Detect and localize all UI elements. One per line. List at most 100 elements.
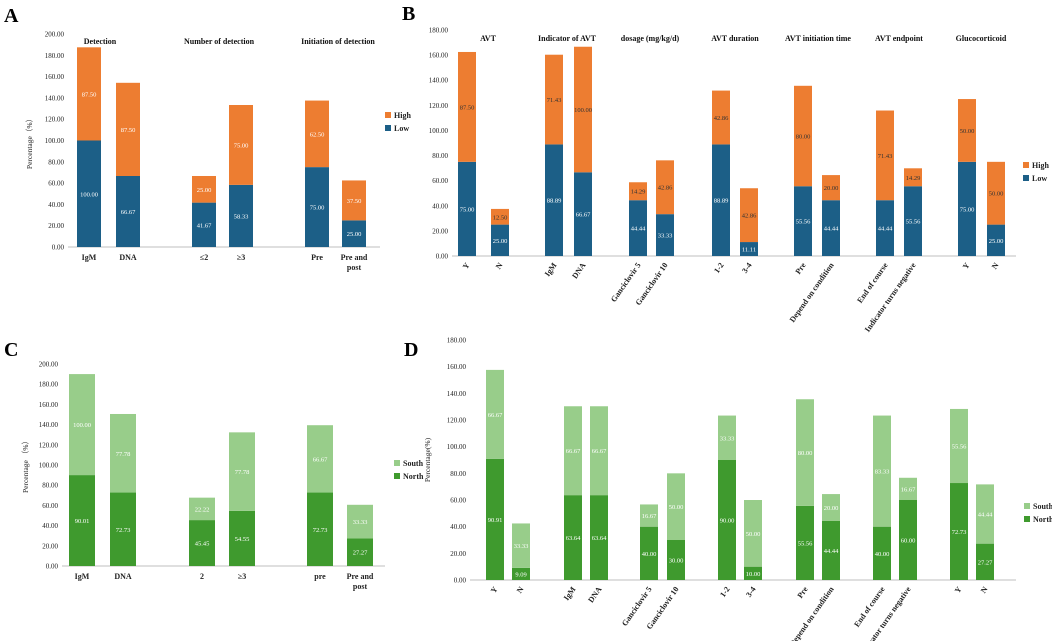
bar-low	[545, 144, 563, 256]
data-label: 75.00	[310, 205, 325, 212]
bar-low	[305, 167, 329, 247]
data-label: 40.00	[875, 551, 890, 558]
bar-low	[574, 172, 592, 256]
bar-north	[512, 567, 530, 580]
y-tick-label: 180.00	[45, 52, 65, 60]
data-label: 42.86	[658, 185, 673, 192]
data-label: 37.50	[347, 198, 362, 205]
legend-swatch-south	[1024, 503, 1030, 509]
legend-label-high: High	[394, 111, 411, 120]
legend-swatch-north	[394, 473, 400, 479]
data-label: 66.67	[576, 212, 591, 219]
data-label: 58.33	[234, 213, 249, 220]
bar-south	[512, 523, 530, 568]
data-label: 45.45	[195, 541, 210, 548]
bar-north	[744, 566, 762, 580]
bar-low	[491, 224, 509, 256]
bar-low	[958, 161, 976, 256]
bar-north	[110, 492, 136, 566]
data-label: 25.00	[197, 187, 212, 194]
bar-south	[189, 497, 215, 521]
x-tick-label: N	[494, 261, 505, 271]
bar-south	[69, 374, 95, 476]
bar-low	[794, 186, 812, 256]
bar-low	[712, 144, 730, 256]
x-tick-label: DNA	[119, 253, 137, 262]
data-label: 77.78	[235, 469, 250, 476]
group-title: Initiation of detection	[301, 37, 375, 46]
x-tick-label: Indicator turns negative	[863, 261, 918, 334]
data-label: 90.01	[75, 518, 90, 525]
y-tick-label: 80.00	[48, 158, 64, 166]
x-tick-label: 2	[200, 572, 204, 581]
x-tick-label: Y	[961, 261, 972, 271]
x-tick-label: ≤2	[200, 253, 208, 262]
x-tick-label: Y	[461, 261, 472, 271]
data-label: 55.56	[796, 219, 811, 226]
x-tick-label: Pre	[795, 585, 809, 600]
data-label: 66.67	[592, 448, 607, 455]
data-label: 72.73	[313, 527, 328, 534]
data-label: 22.22	[195, 506, 210, 513]
y-tick-label: 140.00	[447, 390, 467, 398]
y-tick-label: 120.00	[45, 116, 65, 124]
x-tick-label: Pre and	[341, 253, 368, 262]
legend-swatch-north	[1024, 516, 1030, 522]
y-tick-label: 140.00	[45, 94, 65, 102]
y-tick-label: 140.00	[429, 77, 449, 85]
y-tick-label: 0.00	[436, 253, 449, 261]
bar-south	[976, 484, 994, 544]
bar-low	[342, 220, 366, 247]
data-label: 80.00	[796, 134, 811, 141]
legend-label-north: North	[403, 472, 424, 481]
data-label: 12.50	[493, 214, 508, 221]
y-tick-label: 0.00	[454, 577, 467, 585]
data-label: 90.91	[488, 517, 503, 524]
y-tick-label: 160.00	[447, 363, 467, 371]
bar-low	[77, 140, 101, 247]
legend-label-low: Low	[1032, 174, 1047, 183]
data-label: 40.00	[642, 551, 657, 558]
data-label: 27.27	[978, 559, 993, 566]
bar-high	[229, 105, 253, 185]
group-title: AVT initiation time	[785, 34, 851, 43]
bar-high	[822, 175, 840, 201]
bar-south	[347, 504, 373, 539]
bar-north	[873, 526, 891, 580]
bar-high	[629, 182, 647, 201]
data-label: 62.50	[310, 131, 325, 138]
x-tick-label: Depend on condition	[788, 585, 836, 641]
data-label: 14.29	[906, 175, 921, 182]
bar-south	[110, 413, 136, 493]
panel-letter-a: A	[4, 5, 19, 27]
data-label: 50.00	[989, 191, 1004, 198]
panel-letter-b: B	[402, 3, 415, 25]
y-tick-label: 20.00	[450, 550, 466, 558]
bar-south	[307, 425, 333, 493]
legend-label-low: Low	[394, 124, 409, 133]
y-tick-label: 160.00	[45, 73, 65, 81]
data-label: 27.27	[353, 550, 368, 557]
y-tick-label: 60.00	[432, 177, 448, 185]
bar-south	[564, 406, 582, 496]
data-label: 90.00	[720, 518, 735, 525]
data-label: 87.50	[460, 104, 475, 111]
bar-north	[950, 483, 968, 580]
y-tick-label: 40.00	[42, 522, 58, 530]
group-title: Detection	[84, 37, 117, 46]
group-title: AVT duration	[711, 34, 759, 43]
bar-high	[794, 85, 812, 187]
bar-north	[69, 475, 95, 566]
data-label: 77.78	[116, 451, 131, 458]
x-tick-label: IgM	[543, 261, 559, 279]
data-label: 54.55	[235, 536, 250, 543]
data-label: 42.86	[742, 213, 757, 220]
x-tick-label: 3-4	[744, 585, 757, 599]
data-label: 33.33	[353, 519, 368, 526]
bar-high	[740, 188, 758, 243]
bar-high	[712, 90, 730, 145]
data-label: 33.33	[658, 233, 673, 240]
bar-high	[574, 46, 592, 173]
bar-north	[796, 505, 814, 580]
legend-label-high: High	[1032, 161, 1049, 170]
